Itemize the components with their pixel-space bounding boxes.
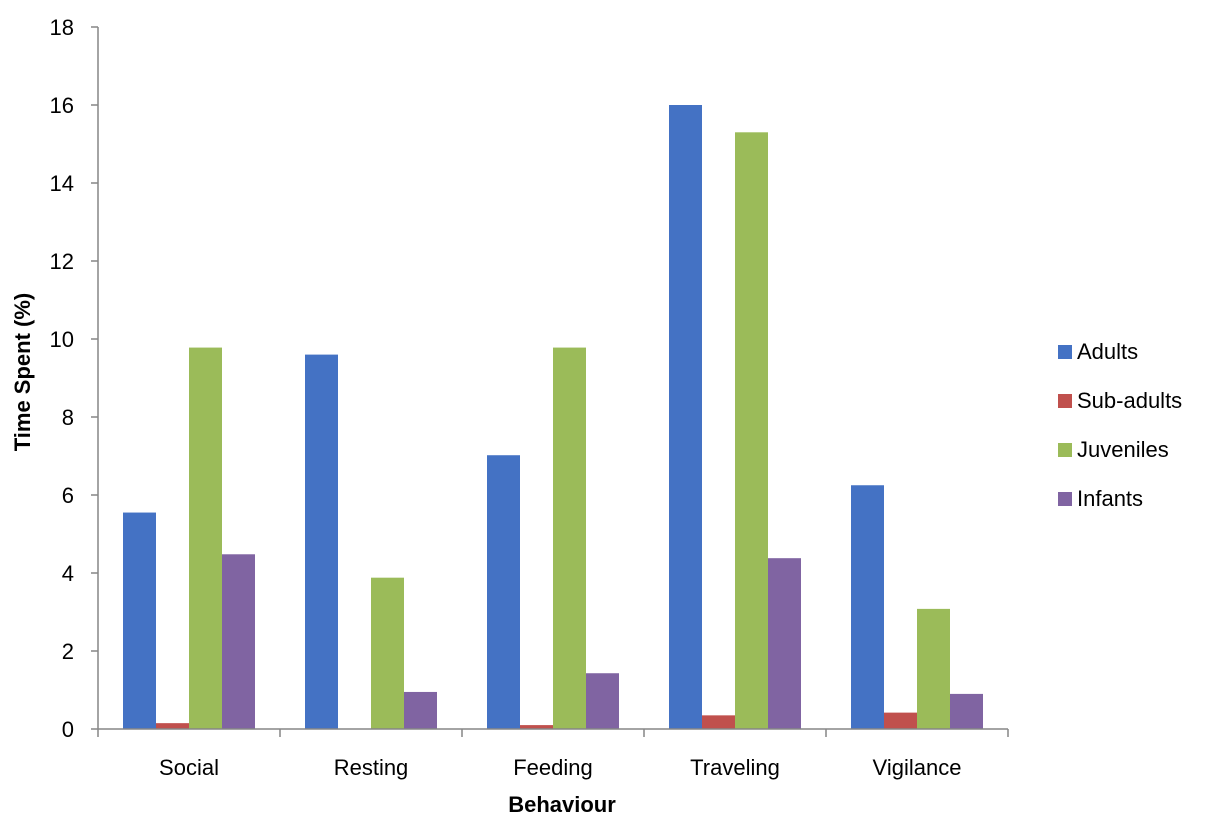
legend-swatch — [1058, 345, 1072, 359]
y-tick-label: 8 — [62, 405, 74, 430]
legend-swatch — [1058, 443, 1072, 457]
bar-adults-feeding — [487, 455, 520, 729]
x-tick-label: Vigilance — [873, 755, 962, 780]
bar-juveniles-feeding — [553, 347, 586, 729]
bar-adults-traveling — [669, 105, 702, 729]
bar-infants-resting — [404, 691, 437, 729]
bar-adults-resting — [305, 354, 338, 729]
x-tick-label: Resting — [334, 755, 409, 780]
bar-sub-adults-vigilance — [884, 712, 917, 729]
bar-juveniles-vigilance — [917, 608, 950, 729]
y-tick-label: 18 — [50, 15, 74, 40]
bar-infants-feeding — [586, 673, 619, 729]
bar-sub-adults-feeding — [520, 725, 553, 729]
legend: Adults Sub-adults Juveniles Infants — [1058, 339, 1182, 511]
y-tick-label: 14 — [50, 171, 74, 196]
axes-layer: 0 2 4 6 8 10 12 14 16 18 Social Resting Feeding Trave… — [50, 15, 1009, 780]
bar-adults-vigilance — [851, 485, 884, 729]
y-tick-label: 4 — [62, 561, 74, 586]
legend-swatch — [1058, 492, 1072, 506]
bar-juveniles-traveling — [735, 132, 768, 730]
y-tick-label: 6 — [62, 483, 74, 508]
bar-sub-adults-social — [156, 723, 189, 729]
y-tick-label: 16 — [50, 93, 74, 118]
y-tick-label: 12 — [50, 249, 74, 274]
bar-juveniles-resting — [371, 577, 404, 729]
bar-infants-traveling — [768, 558, 801, 729]
bar-infants-social — [222, 554, 255, 729]
x-tick-label: Feeding — [513, 755, 593, 780]
y-axis-title: Time Spent (%) — [10, 293, 35, 452]
x-axis-title: Behaviour — [508, 792, 616, 816]
legend-label: Infants — [1077, 486, 1143, 511]
legend-swatch — [1058, 394, 1072, 408]
legend-label: Sub-adults — [1077, 388, 1182, 413]
legend-label: Adults — [1077, 339, 1138, 364]
bar-sub-adults-traveling — [702, 715, 735, 729]
y-tick-label: 10 — [50, 327, 74, 352]
x-tick-label: Social — [159, 755, 219, 780]
legend-label: Juveniles — [1077, 437, 1169, 462]
bar-infants-vigilance — [950, 693, 983, 729]
bar-adults-social — [123, 512, 156, 729]
y-tick-label: 0 — [62, 717, 74, 742]
y-tick-label: 2 — [62, 639, 74, 664]
x-tick-label: Traveling — [690, 755, 780, 780]
bars-layer — [123, 105, 983, 730]
bar-juveniles-social — [189, 347, 222, 729]
